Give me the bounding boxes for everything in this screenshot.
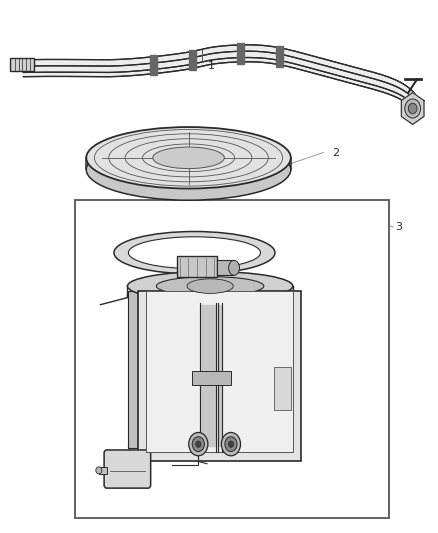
Ellipse shape: [114, 231, 275, 274]
Bar: [177, 256, 217, 277]
Ellipse shape: [96, 467, 102, 474]
Circle shape: [228, 441, 233, 447]
Ellipse shape: [153, 147, 224, 168]
Ellipse shape: [86, 127, 291, 189]
Text: 5: 5: [196, 496, 203, 506]
Ellipse shape: [156, 277, 264, 296]
Ellipse shape: [187, 279, 233, 293]
Text: 3: 3: [395, 222, 402, 232]
Bar: [128, 291, 138, 448]
Ellipse shape: [86, 139, 291, 200]
Bar: [150, 55, 157, 76]
Circle shape: [196, 441, 201, 447]
Bar: [274, 367, 291, 410]
Text: 4: 4: [336, 241, 344, 252]
Bar: [192, 372, 231, 384]
Polygon shape: [401, 93, 424, 124]
Ellipse shape: [229, 261, 240, 275]
Bar: [146, 291, 293, 451]
Text: 1: 1: [208, 61, 215, 71]
Circle shape: [189, 432, 208, 456]
Ellipse shape: [127, 271, 293, 301]
FancyBboxPatch shape: [104, 450, 151, 488]
Circle shape: [408, 103, 417, 114]
Bar: [217, 261, 234, 275]
Bar: [75, 200, 389, 519]
Text: 2: 2: [332, 148, 339, 158]
Bar: [138, 291, 301, 461]
Circle shape: [221, 432, 240, 456]
Bar: [276, 46, 283, 67]
Circle shape: [225, 437, 237, 451]
Bar: [99, 467, 107, 474]
Ellipse shape: [127, 281, 293, 310]
Ellipse shape: [128, 237, 261, 269]
Bar: [189, 50, 196, 70]
Bar: [237, 43, 244, 63]
Circle shape: [192, 437, 205, 451]
Bar: [10, 58, 34, 71]
Circle shape: [405, 99, 420, 118]
